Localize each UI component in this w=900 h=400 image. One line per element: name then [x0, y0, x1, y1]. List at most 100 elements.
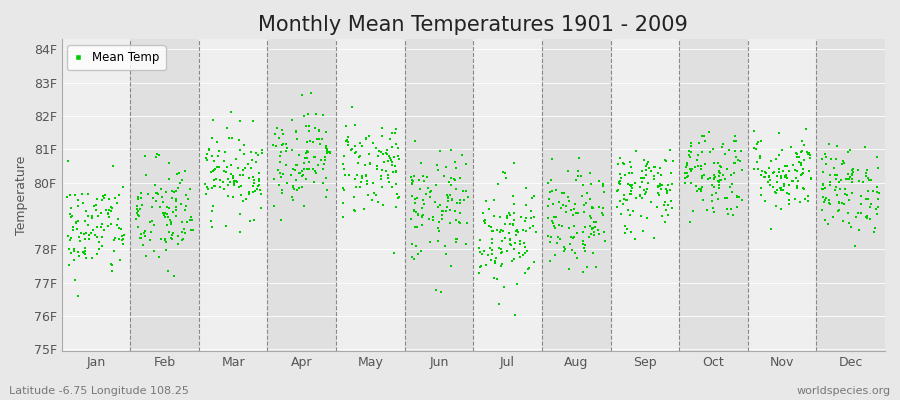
Point	[801, 151, 815, 157]
Point	[725, 180, 740, 187]
Point	[447, 176, 462, 183]
Point	[78, 250, 93, 257]
Point	[347, 150, 362, 157]
Point	[513, 254, 527, 260]
Point	[544, 217, 559, 224]
Point	[130, 224, 145, 231]
Point	[766, 184, 780, 190]
Point	[389, 140, 403, 147]
Point	[311, 136, 326, 142]
Point	[144, 229, 158, 235]
Point	[99, 207, 113, 214]
Point	[158, 210, 172, 216]
Point	[204, 153, 219, 159]
Point	[310, 136, 324, 142]
Point	[273, 152, 287, 159]
Point	[233, 211, 248, 218]
Point	[61, 261, 76, 268]
Point	[567, 234, 581, 240]
Point	[543, 189, 557, 196]
Point	[496, 228, 510, 234]
Point	[754, 172, 769, 178]
Point	[485, 251, 500, 258]
Point	[714, 164, 728, 170]
Point	[285, 117, 300, 123]
Point	[518, 270, 532, 277]
Point	[247, 217, 261, 224]
Point	[695, 172, 709, 179]
Point	[694, 166, 708, 172]
Point	[528, 229, 543, 236]
Point	[406, 178, 420, 184]
Point	[577, 209, 591, 216]
Point	[614, 174, 628, 181]
Point	[860, 212, 874, 219]
Point	[292, 170, 307, 176]
Point	[680, 160, 695, 166]
Point	[300, 138, 314, 145]
Point	[342, 172, 356, 179]
Point	[369, 145, 383, 151]
Point	[205, 185, 220, 192]
Point	[557, 244, 572, 250]
Point	[408, 200, 422, 206]
Point	[65, 213, 79, 219]
Point	[502, 236, 517, 243]
Point	[689, 188, 704, 194]
Point	[426, 216, 440, 223]
Point	[794, 172, 808, 179]
Point	[384, 157, 399, 163]
Point	[526, 259, 541, 265]
Point	[336, 200, 350, 206]
Point	[734, 148, 748, 154]
Point	[224, 135, 238, 142]
Point	[405, 193, 419, 199]
Point	[80, 212, 94, 219]
Point	[431, 225, 446, 232]
Point	[566, 212, 580, 218]
Point	[206, 183, 220, 189]
Point	[832, 200, 846, 207]
Point	[659, 158, 673, 164]
Point	[698, 138, 713, 144]
Point	[374, 173, 388, 180]
Point	[298, 155, 312, 162]
Point	[585, 205, 599, 211]
Point	[450, 236, 464, 242]
Point	[836, 158, 850, 164]
Point	[508, 216, 522, 223]
Point	[721, 210, 735, 217]
Point	[766, 170, 780, 176]
Point	[358, 173, 373, 179]
Point	[564, 234, 579, 240]
Point	[682, 154, 697, 160]
Point	[249, 149, 264, 156]
Point	[634, 175, 649, 181]
Point	[130, 212, 145, 219]
Point	[207, 158, 221, 164]
Point	[724, 184, 738, 190]
Point	[385, 168, 400, 175]
Point	[242, 191, 256, 198]
Point	[844, 176, 859, 182]
Point	[646, 164, 661, 170]
Point	[663, 186, 678, 193]
Point	[322, 149, 337, 155]
Point	[69, 226, 84, 232]
Bar	[748, 39, 816, 351]
Point	[95, 193, 110, 200]
Point	[518, 185, 533, 191]
Point	[802, 168, 816, 174]
Point	[104, 260, 118, 267]
Point	[511, 229, 526, 235]
Point	[227, 177, 241, 184]
Point	[423, 194, 437, 200]
Point	[760, 169, 774, 176]
Point	[171, 241, 185, 248]
Point	[82, 236, 96, 242]
Point	[840, 192, 854, 198]
Point	[364, 197, 379, 203]
Point	[245, 157, 259, 163]
Point	[180, 219, 194, 226]
Point	[381, 158, 395, 164]
